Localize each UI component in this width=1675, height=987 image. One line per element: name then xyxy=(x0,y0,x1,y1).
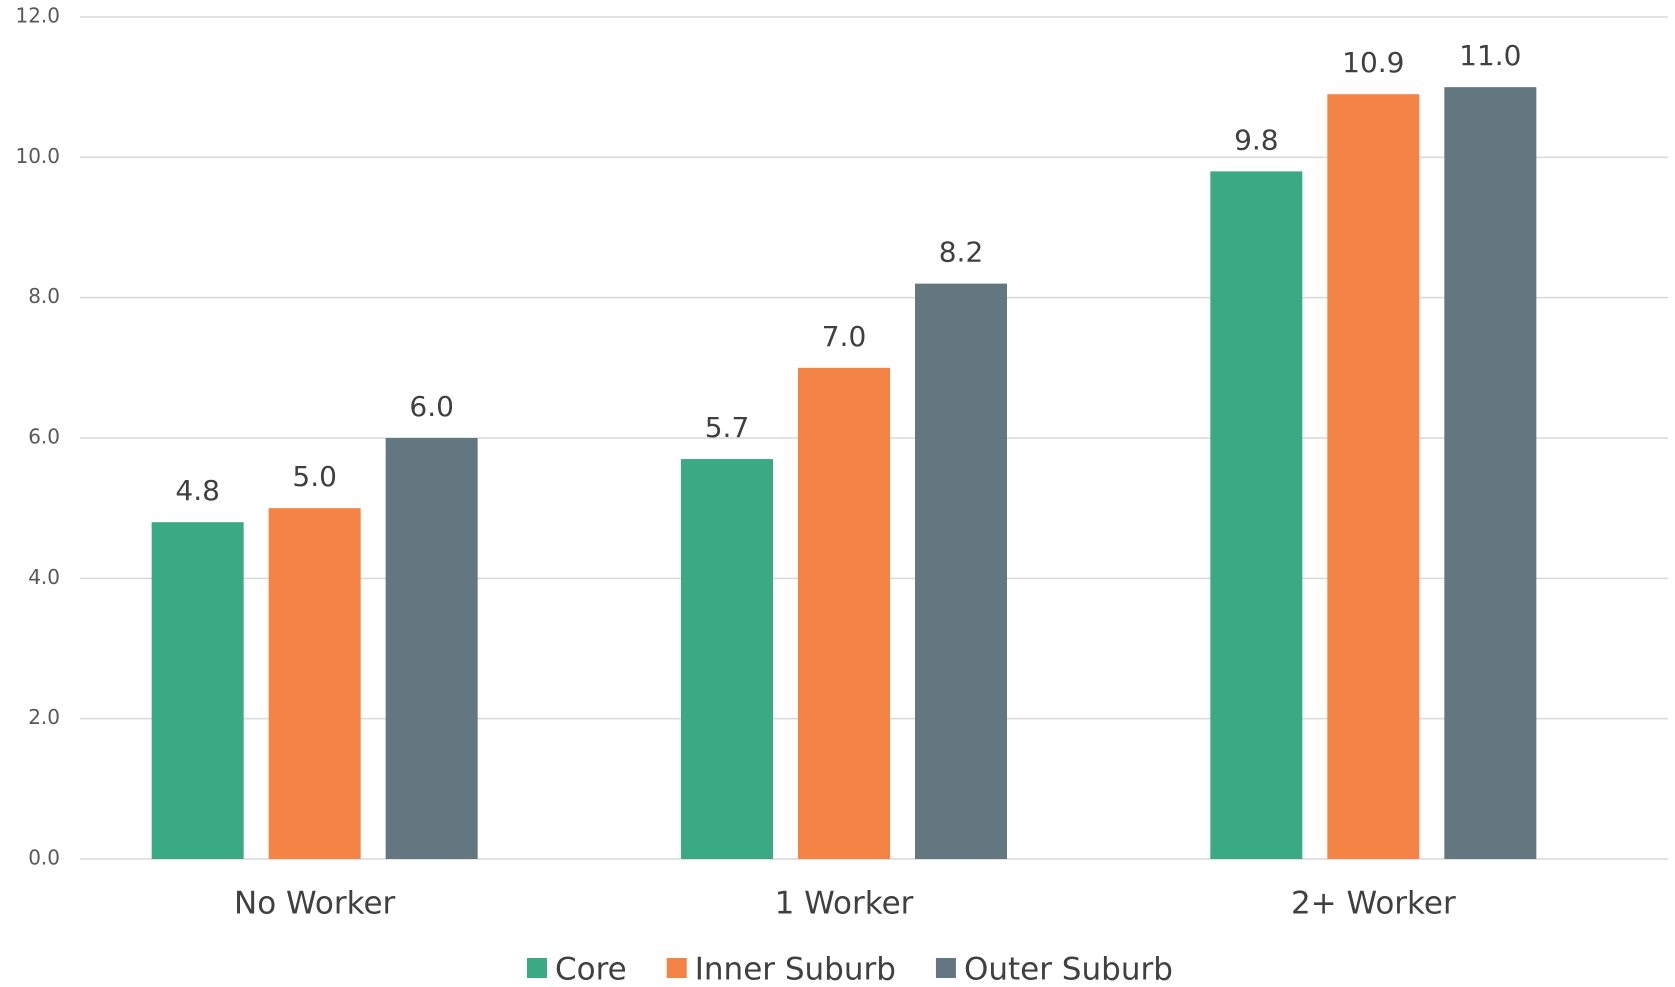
value-label: 11.0 xyxy=(1459,39,1521,72)
bar xyxy=(1444,87,1537,859)
legend-swatch xyxy=(527,958,547,978)
value-label: 5.7 xyxy=(705,411,750,444)
bar xyxy=(151,522,244,859)
y-tick-label: 10.0 xyxy=(15,144,60,168)
x-tick-label: No Worker xyxy=(234,886,395,922)
legend-label: Outer Suburb xyxy=(964,952,1173,987)
y-tick-label: 6.0 xyxy=(28,425,60,449)
value-label: 6.0 xyxy=(409,390,454,423)
legend-label: Inner Suburb xyxy=(695,952,896,987)
y-tick-label: 2.0 xyxy=(28,705,60,729)
bar xyxy=(915,283,1007,860)
value-label: 9.8 xyxy=(1234,123,1279,156)
bar xyxy=(798,367,890,859)
legend-swatch xyxy=(666,958,687,978)
legend-label: Core xyxy=(555,952,627,987)
value-label: 7.0 xyxy=(822,320,867,353)
value-label: 8.2 xyxy=(939,236,984,269)
value-label: 5.0 xyxy=(292,460,337,493)
y-tick-label: 8.0 xyxy=(28,284,60,308)
bar xyxy=(268,508,361,859)
bar xyxy=(1327,94,1420,859)
bar xyxy=(681,459,773,859)
value-label: 10.9 xyxy=(1342,46,1404,79)
legend-swatch xyxy=(935,958,956,978)
y-tick-label: 0.0 xyxy=(28,846,60,870)
bar xyxy=(385,438,478,859)
value-label: 4.8 xyxy=(175,474,220,507)
bar xyxy=(1210,171,1303,859)
y-tick-label: 12.0 xyxy=(15,4,60,28)
y-tick-label: 4.0 xyxy=(28,565,60,589)
x-tick-label: 1 Worker xyxy=(775,886,914,922)
x-tick-label: 2+ Worker xyxy=(1291,886,1456,922)
